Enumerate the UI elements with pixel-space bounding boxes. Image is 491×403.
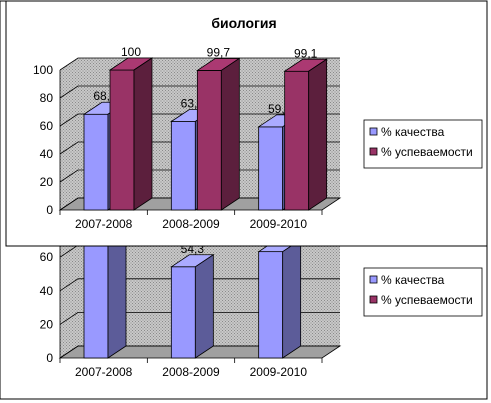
chart-title: биология [211,15,276,31]
bar-side [220,57,240,211]
bar-front [109,69,135,211]
bar-front [83,245,109,359]
y-tick-label: 60 [40,119,54,133]
legend-box [363,119,483,169]
legend-swatch [369,127,378,136]
legend-label: % успеваемости [381,293,473,307]
bar-side [308,58,328,211]
x-tick-label: 2008-2009 [162,217,220,231]
chart-front-legend: % качества % успеваемости [363,119,483,169]
legend-swatch [369,275,378,284]
x-tick-label: 2009-2010 [250,365,308,379]
legend-label: % качества [381,125,445,139]
x-tick-label: 2007-2008 [75,217,133,231]
bar-front [258,126,284,211]
y-tick-label: 40 [40,284,54,298]
y-tick-label: 0 [46,351,53,365]
bar-front [258,251,284,359]
gridline [59,169,340,183]
legend-swatch [369,295,378,304]
x-tick-label: 2008-2009 [162,365,220,379]
gridline [59,197,340,211]
legend-label: % успеваемости [381,145,473,159]
y-tick-label: 20 [40,175,54,189]
legend-swatch [369,147,378,156]
gridline [59,85,340,99]
gridline [59,57,340,71]
gridline [59,345,340,359]
y-tick-label: 100 [33,63,53,77]
y-tick-label: 40 [40,147,54,161]
legend-label: % качества [381,273,445,287]
data-label: 99,1 [294,46,318,60]
bar-front [284,70,310,211]
y-tick-label: 80 [40,91,54,105]
legend-box [363,267,483,317]
gridline [59,278,340,292]
bar-front [170,121,196,211]
x-tick-label: 2007-2008 [75,365,133,379]
chart-front-plot-area: 0204060801002007-200868,41002008-200963,… [33,45,342,231]
gridline [59,113,340,127]
chart-front: биология 0204060801002007-200868,4100200… [5,0,488,247]
y-tick-label: 20 [40,317,54,331]
data-label: 100 [121,45,141,59]
gridline [59,141,340,155]
y-tick-label: 60 [40,250,54,264]
bar-side [282,238,302,359]
data-label: 99,7 [207,45,231,59]
bar-front [170,266,196,359]
chart-back-legend: % качества % успеваемости [363,267,483,317]
bar-front [83,113,109,211]
gridline [59,311,340,325]
bar-front [196,70,222,211]
bar-side [107,233,127,359]
y-tick-label: 0 [46,203,53,217]
x-tick-label: 2009-2010 [250,217,308,231]
bar-side [194,254,214,359]
bar-side [133,57,153,211]
